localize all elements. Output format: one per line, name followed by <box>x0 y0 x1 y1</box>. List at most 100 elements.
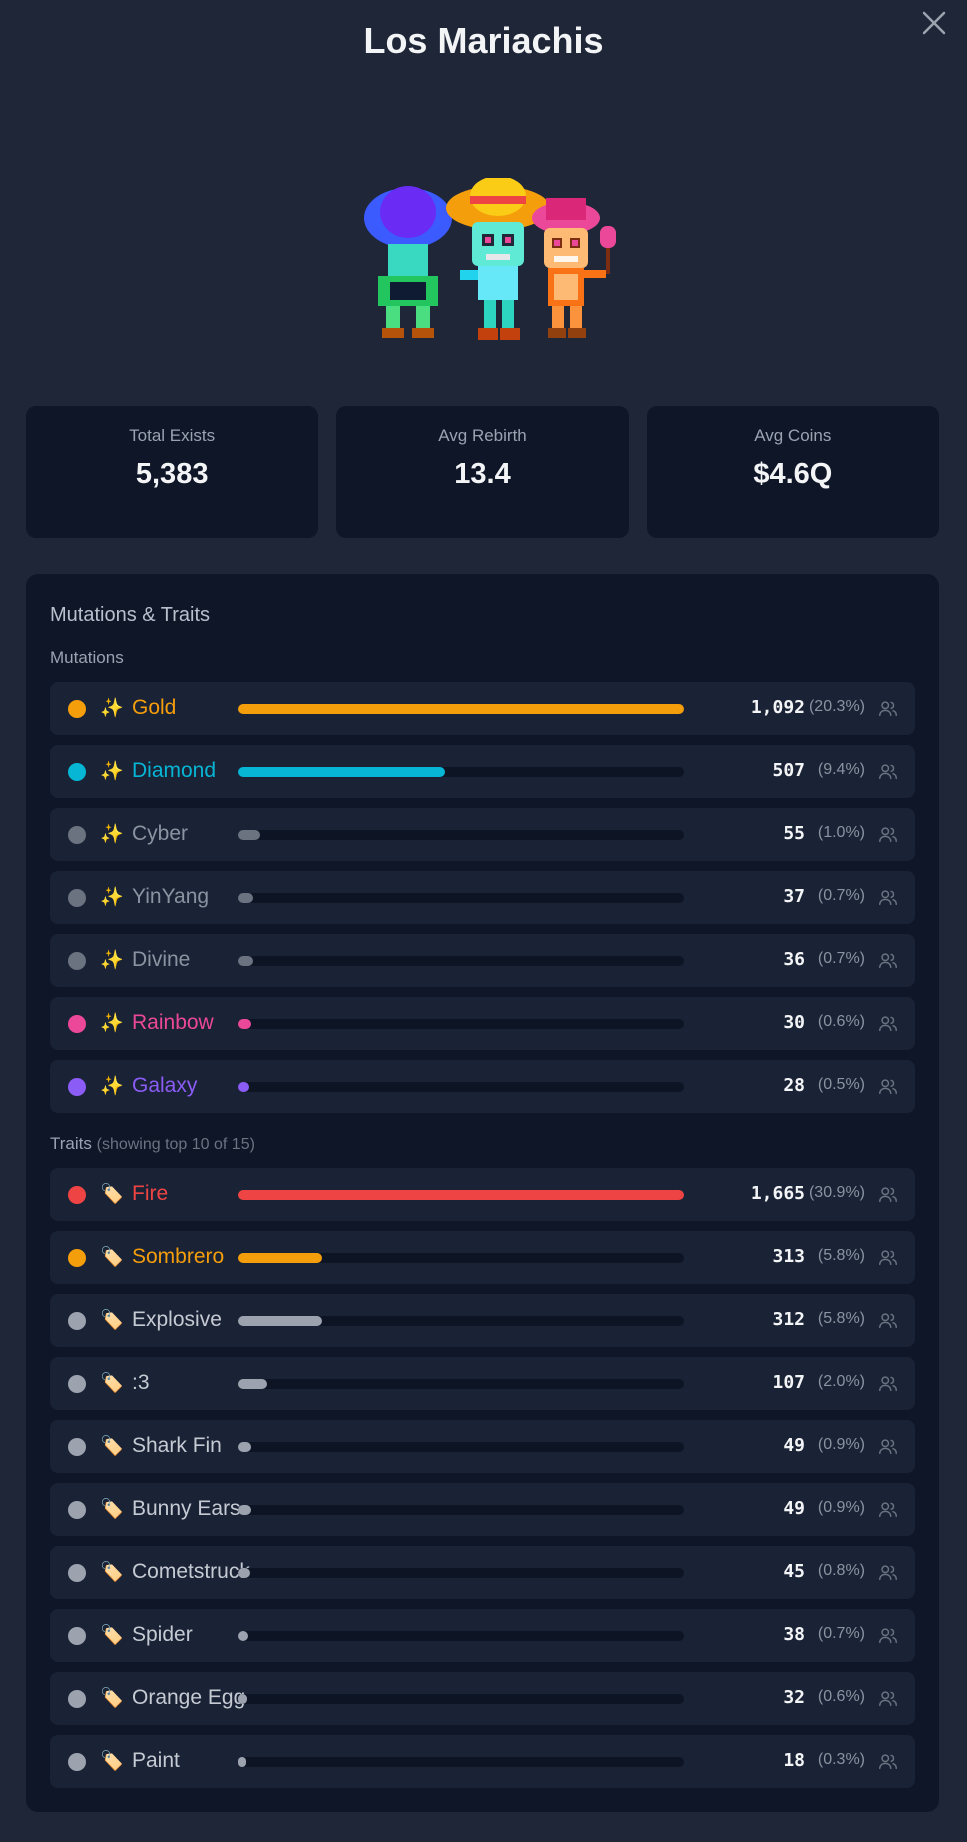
stat-label: Avg Coins <box>754 426 832 445</box>
mutation-row[interactable]: ✨ Galaxy 28 (0.5%) <box>50 1060 915 1113</box>
character-image <box>360 176 630 358</box>
users-icon[interactable] <box>877 1247 899 1269</box>
sparkles-icon: ✨ <box>100 824 124 845</box>
trait-row[interactable]: 🏷️ Bunny Ears 49 (0.9%) <box>50 1483 915 1536</box>
mutation-row[interactable]: ✨ Cyber 55 (1.0%) <box>50 808 915 861</box>
row-count: 507 <box>772 760 805 781</box>
row-percent: (0.3%) <box>817 1751 865 1768</box>
users-icon[interactable] <box>877 1013 899 1035</box>
stat-card-avg-rebirth: Avg Rebirth 13.4 <box>336 406 629 538</box>
row-percent: (1.0%) <box>817 824 865 841</box>
stat-value: $4.6Q <box>753 458 833 490</box>
progress-track <box>238 1757 684 1767</box>
row-percent: (9.4%) <box>817 761 865 778</box>
color-dot <box>68 1501 86 1519</box>
color-dot <box>68 1312 86 1330</box>
progress-track <box>238 1190 684 1200</box>
mutation-row[interactable]: ✨ Diamond 507 (9.4%) <box>50 745 915 798</box>
row-name: Fire <box>132 1182 169 1205</box>
color-dot <box>68 826 86 844</box>
progress-fill <box>238 1694 247 1704</box>
row-percent: (0.7%) <box>817 887 865 904</box>
row-name: Gold <box>132 696 177 719</box>
color-dot <box>68 1690 86 1708</box>
trait-row[interactable]: 🏷️ Orange Egg 32 (0.6%) <box>50 1672 915 1725</box>
trait-row[interactable]: 🏷️ Shark Fin 49 (0.9%) <box>50 1420 915 1473</box>
row-count: 49 <box>783 1498 805 1519</box>
stat-card-avg-coins: Avg Coins $4.6Q <box>646 406 939 538</box>
trait-row[interactable]: 🏷️ Sombrero 313 (5.8%) <box>50 1231 915 1284</box>
progress-track <box>238 1442 684 1452</box>
row-name: Cyber <box>132 822 189 845</box>
progress-fill <box>238 1568 250 1578</box>
users-icon[interactable] <box>877 1688 899 1710</box>
row-percent: (0.5%) <box>817 1076 865 1093</box>
users-icon[interactable] <box>877 1076 899 1098</box>
panel-title: Mutations & Traits <box>50 604 211 626</box>
tag-icon: 🏷️ <box>100 1499 124 1520</box>
trait-row[interactable]: 🏷️:3 107 (2.0%) <box>50 1357 915 1410</box>
users-icon[interactable] <box>877 1184 899 1206</box>
trait-row[interactable]: 🏷️ Paint 18 (0.3%) <box>50 1735 915 1788</box>
stats-row: Total Exists 5,383 Avg Rebirth 13.4 Avg … <box>26 406 939 538</box>
trait-row[interactable]: 🏷️ Cometstruck 45 (0.8%) <box>50 1546 915 1599</box>
mutation-row[interactable]: ✨ Gold 1,092 (20.3%) <box>50 682 915 735</box>
color-dot <box>68 1186 86 1204</box>
users-icon[interactable] <box>877 1751 899 1773</box>
users-icon[interactable] <box>877 1499 899 1521</box>
row-percent: (0.6%) <box>817 1688 865 1705</box>
users-icon[interactable] <box>877 1625 899 1647</box>
sparkles-icon: ✨ <box>100 761 124 782</box>
row-name: Explosive <box>132 1308 222 1331</box>
progress-track <box>238 1253 684 1263</box>
progress-track <box>238 1568 684 1578</box>
users-icon[interactable] <box>877 824 899 846</box>
close-button[interactable] <box>919 8 949 38</box>
users-icon[interactable] <box>877 761 899 783</box>
users-icon[interactable] <box>877 698 899 720</box>
sparkles-icon: ✨ <box>100 887 124 908</box>
progress-track <box>238 1082 684 1092</box>
row-count: 32 <box>783 1687 805 1708</box>
progress-fill <box>238 1190 684 1200</box>
row-percent: (5.8%) <box>817 1310 865 1327</box>
color-dot <box>68 763 86 781</box>
stat-value: 13.4 <box>454 458 511 490</box>
tag-icon: 🏷️ <box>100 1436 124 1457</box>
mutation-row[interactable]: ✨ Rainbow 30 (0.6%) <box>50 997 915 1050</box>
row-name: YinYang <box>132 885 210 908</box>
trait-row[interactable]: 🏷️ Fire 1,665 (30.9%) <box>50 1168 915 1221</box>
tag-icon: 🏷️ <box>100 1373 124 1394</box>
tag-icon: 🏷️ <box>100 1247 124 1268</box>
sparkles-icon: ✨ <box>100 950 124 971</box>
row-count: 18 <box>783 1750 805 1771</box>
trait-row[interactable]: 🏷️ Explosive 312 (5.8%) <box>50 1294 915 1347</box>
color-dot <box>68 889 86 907</box>
row-count: 1,092 <box>750 697 805 718</box>
users-icon[interactable] <box>877 1562 899 1584</box>
mutation-row[interactable]: ✨ Divine 36 (0.7%) <box>50 934 915 987</box>
sparkles-icon: ✨ <box>100 1013 124 1034</box>
progress-fill <box>238 1019 252 1029</box>
row-percent: (2.0%) <box>817 1373 865 1390</box>
traits-section-label: Traits (showing top 10 of 15) <box>50 1134 255 1154</box>
progress-fill <box>238 1082 249 1092</box>
progress-track <box>238 1631 684 1641</box>
mutation-row[interactable]: ✨ YinYang 37 (0.7%) <box>50 871 915 924</box>
users-icon[interactable] <box>877 1310 899 1332</box>
tag-icon: 🏷️ <box>100 1184 124 1205</box>
tag-icon: 🏷️ <box>100 1562 124 1583</box>
users-icon[interactable] <box>877 950 899 972</box>
row-name: Cometstruck <box>132 1560 250 1583</box>
trait-row[interactable]: 🏷️ Spider 38 (0.7%) <box>50 1609 915 1662</box>
users-icon[interactable] <box>877 1373 899 1395</box>
progress-track <box>238 1505 684 1515</box>
progress-fill <box>238 830 260 840</box>
users-icon[interactable] <box>877 887 899 909</box>
color-dot <box>68 1249 86 1267</box>
skeleton-figure-right <box>532 198 616 338</box>
sparkles-icon: ✨ <box>100 698 124 719</box>
row-count: 37 <box>783 886 805 907</box>
users-icon[interactable] <box>877 1436 899 1458</box>
tag-icon: 🏷️ <box>100 1625 124 1646</box>
